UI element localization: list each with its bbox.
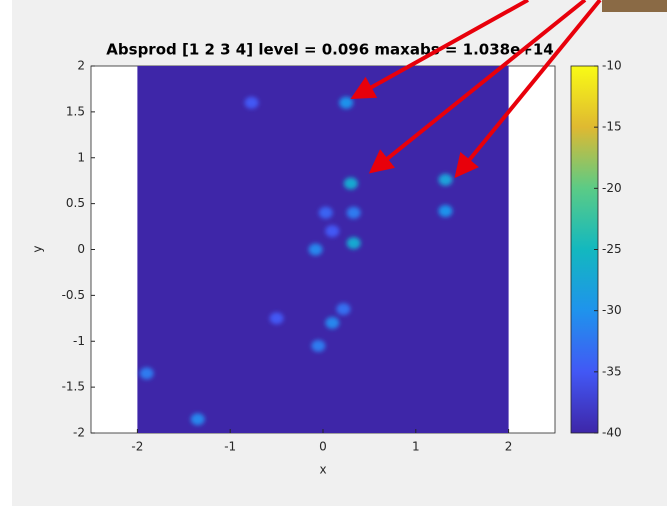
y-tick-label: -1 <box>73 334 85 348</box>
x-tick-label: 2 <box>505 440 513 454</box>
spot <box>339 96 354 109</box>
colorbar-tick-label: -40 <box>602 426 622 440</box>
spot <box>336 303 351 316</box>
annotation-arrows <box>350 0 602 179</box>
colorbar-tick-label: -15 <box>602 120 622 134</box>
y-tick-label: -0.5 <box>62 288 85 302</box>
colorbar-tick-label: -25 <box>602 242 622 256</box>
colorbar-tick-label: -30 <box>602 303 622 317</box>
x-tick-label: 1 <box>412 440 420 454</box>
y-tick-label: 0.5 <box>66 196 85 210</box>
spots <box>139 96 453 426</box>
spot <box>325 225 340 238</box>
field-background <box>137 66 509 433</box>
photo-fragment <box>602 0 667 12</box>
spot <box>308 243 323 256</box>
x-tick-label: -1 <box>224 440 236 454</box>
spot <box>311 339 326 352</box>
spot <box>244 96 259 109</box>
x-tick-label: 0 <box>319 440 327 454</box>
spot <box>318 206 333 219</box>
x-tick-label: -2 <box>131 440 143 454</box>
colorbar-tick-label: -20 <box>602 181 622 195</box>
spot <box>438 204 453 217</box>
y-tick-label: -1.5 <box>62 380 85 394</box>
spot <box>325 316 340 329</box>
spot <box>190 413 205 426</box>
spot <box>346 237 361 250</box>
chart-title: Absprod [1 2 3 4] level = 0.096 maxabs =… <box>106 41 553 59</box>
spot <box>343 177 358 190</box>
left-margin <box>0 0 12 506</box>
y-tick-label: 0 <box>77 242 85 256</box>
colorbar <box>570 65 599 434</box>
x-axis-label: x <box>319 463 326 477</box>
y-axis-label: y <box>31 245 45 252</box>
spot <box>139 367 154 380</box>
y-tick-label: 1.5 <box>66 104 85 118</box>
spot <box>269 312 284 325</box>
spot <box>438 173 453 186</box>
colorbar-tick-label: -10 <box>602 59 622 73</box>
y-tick-label: 2 <box>77 59 85 73</box>
y-tick-label: 1 <box>77 150 85 164</box>
spot <box>346 206 361 219</box>
y-tick-label: -2 <box>73 426 85 440</box>
colorbar-tick-label: -35 <box>602 364 622 378</box>
